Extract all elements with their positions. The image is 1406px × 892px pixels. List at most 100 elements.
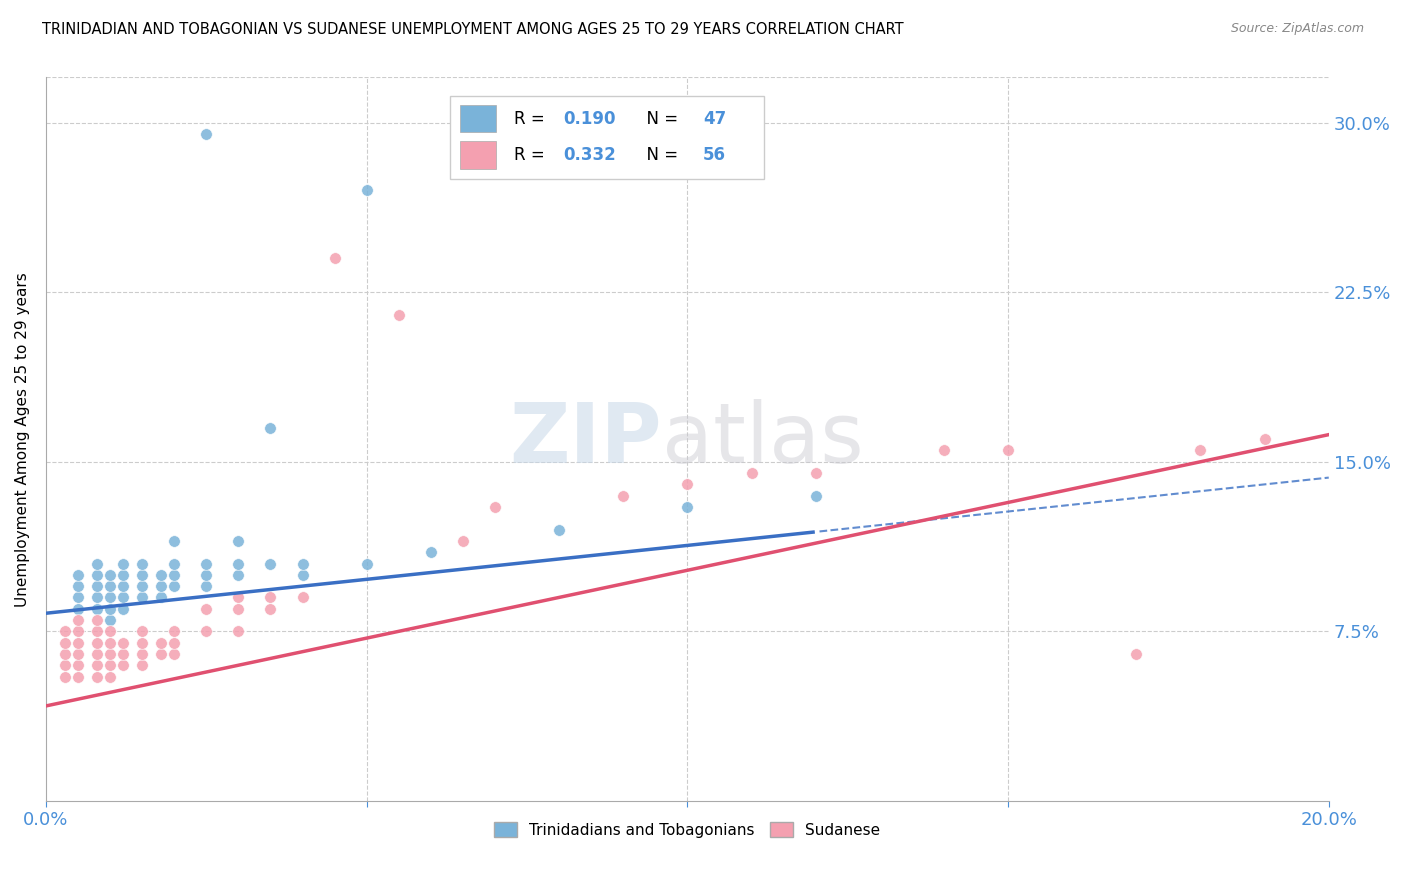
Point (67, 624, 90, 639)
Point (67, 669, 90, 683)
Point (356, 557, 378, 571)
Point (111, 591, 134, 605)
Point (356, 184, 378, 198)
Point (932, 443, 955, 458)
Point (388, 308, 411, 322)
Text: 0.332: 0.332 (562, 146, 616, 164)
Point (451, 533, 474, 548)
Bar (460, 141, 496, 169)
FancyBboxPatch shape (450, 95, 765, 178)
Point (419, 545, 441, 559)
Point (228, 591, 250, 605)
Point (195, 127, 218, 141)
Point (53, 647, 76, 661)
Point (86, 658, 108, 673)
Point (98, 669, 121, 683)
Point (86, 669, 108, 683)
Point (111, 601, 134, 615)
Point (98, 579, 121, 593)
Point (259, 601, 281, 615)
Point (163, 567, 186, 582)
Point (131, 567, 153, 582)
Point (131, 624, 153, 639)
Point (111, 567, 134, 582)
Point (163, 624, 186, 639)
Text: N =: N = (636, 146, 683, 164)
Point (98, 567, 121, 582)
Point (98, 624, 121, 639)
Point (86, 647, 108, 661)
Legend: Trinidadians and Tobagonians, Sudanese: Trinidadians and Tobagonians, Sudanese (488, 815, 887, 844)
Point (131, 635, 153, 649)
Point (86, 624, 108, 639)
Text: atlas: atlas (662, 399, 863, 480)
Point (67, 613, 90, 627)
Point (150, 579, 173, 593)
Point (484, 500, 506, 514)
Point (228, 533, 250, 548)
Point (997, 443, 1019, 458)
Point (612, 489, 634, 503)
Point (111, 658, 134, 673)
Point (131, 579, 153, 593)
Text: ZIP: ZIP (509, 399, 662, 480)
Point (195, 601, 218, 615)
Point (1125, 647, 1147, 661)
Point (98, 658, 121, 673)
Point (1189, 443, 1212, 458)
Point (291, 567, 314, 582)
Point (131, 647, 153, 661)
Point (67, 567, 90, 582)
Text: 56: 56 (703, 146, 725, 164)
Point (86, 579, 108, 593)
Point (150, 567, 173, 582)
Point (111, 579, 134, 593)
Point (111, 557, 134, 571)
Point (548, 523, 571, 537)
Text: TRINIDADIAN AND TOBAGONIAN VS SUDANESE UNEMPLOYMENT AMONG AGES 25 TO 29 YEARS CO: TRINIDADIAN AND TOBAGONIAN VS SUDANESE U… (42, 22, 904, 37)
Point (67, 658, 90, 673)
Point (163, 533, 186, 548)
Text: 0.190: 0.190 (562, 110, 616, 128)
Point (53, 635, 76, 649)
Point (111, 647, 134, 661)
Text: R =: R = (515, 146, 550, 164)
Point (53, 624, 76, 639)
Y-axis label: Unemployment Among Ages 25 to 29 years: Unemployment Among Ages 25 to 29 years (15, 272, 30, 607)
Text: 47: 47 (703, 110, 725, 128)
Text: R =: R = (515, 110, 550, 128)
Point (67, 591, 90, 605)
Point (195, 624, 218, 639)
Point (1253, 432, 1275, 446)
Point (163, 579, 186, 593)
Point (228, 601, 250, 615)
Text: Source: ZipAtlas.com: Source: ZipAtlas.com (1230, 22, 1364, 36)
Point (804, 466, 827, 480)
Point (131, 658, 153, 673)
Point (228, 567, 250, 582)
Point (195, 579, 218, 593)
Point (150, 591, 173, 605)
Point (86, 613, 108, 627)
Point (804, 489, 827, 503)
Point (98, 613, 121, 627)
Point (111, 635, 134, 649)
Point (86, 567, 108, 582)
Point (131, 557, 153, 571)
Point (163, 557, 186, 571)
Point (150, 635, 173, 649)
Point (98, 601, 121, 615)
Point (259, 421, 281, 435)
Point (67, 635, 90, 649)
Point (53, 658, 76, 673)
Point (86, 601, 108, 615)
Point (195, 557, 218, 571)
Text: N =: N = (636, 110, 683, 128)
Point (53, 669, 76, 683)
Point (259, 591, 281, 605)
Point (67, 579, 90, 593)
Point (150, 647, 173, 661)
Point (291, 591, 314, 605)
Point (163, 647, 186, 661)
Point (86, 591, 108, 605)
